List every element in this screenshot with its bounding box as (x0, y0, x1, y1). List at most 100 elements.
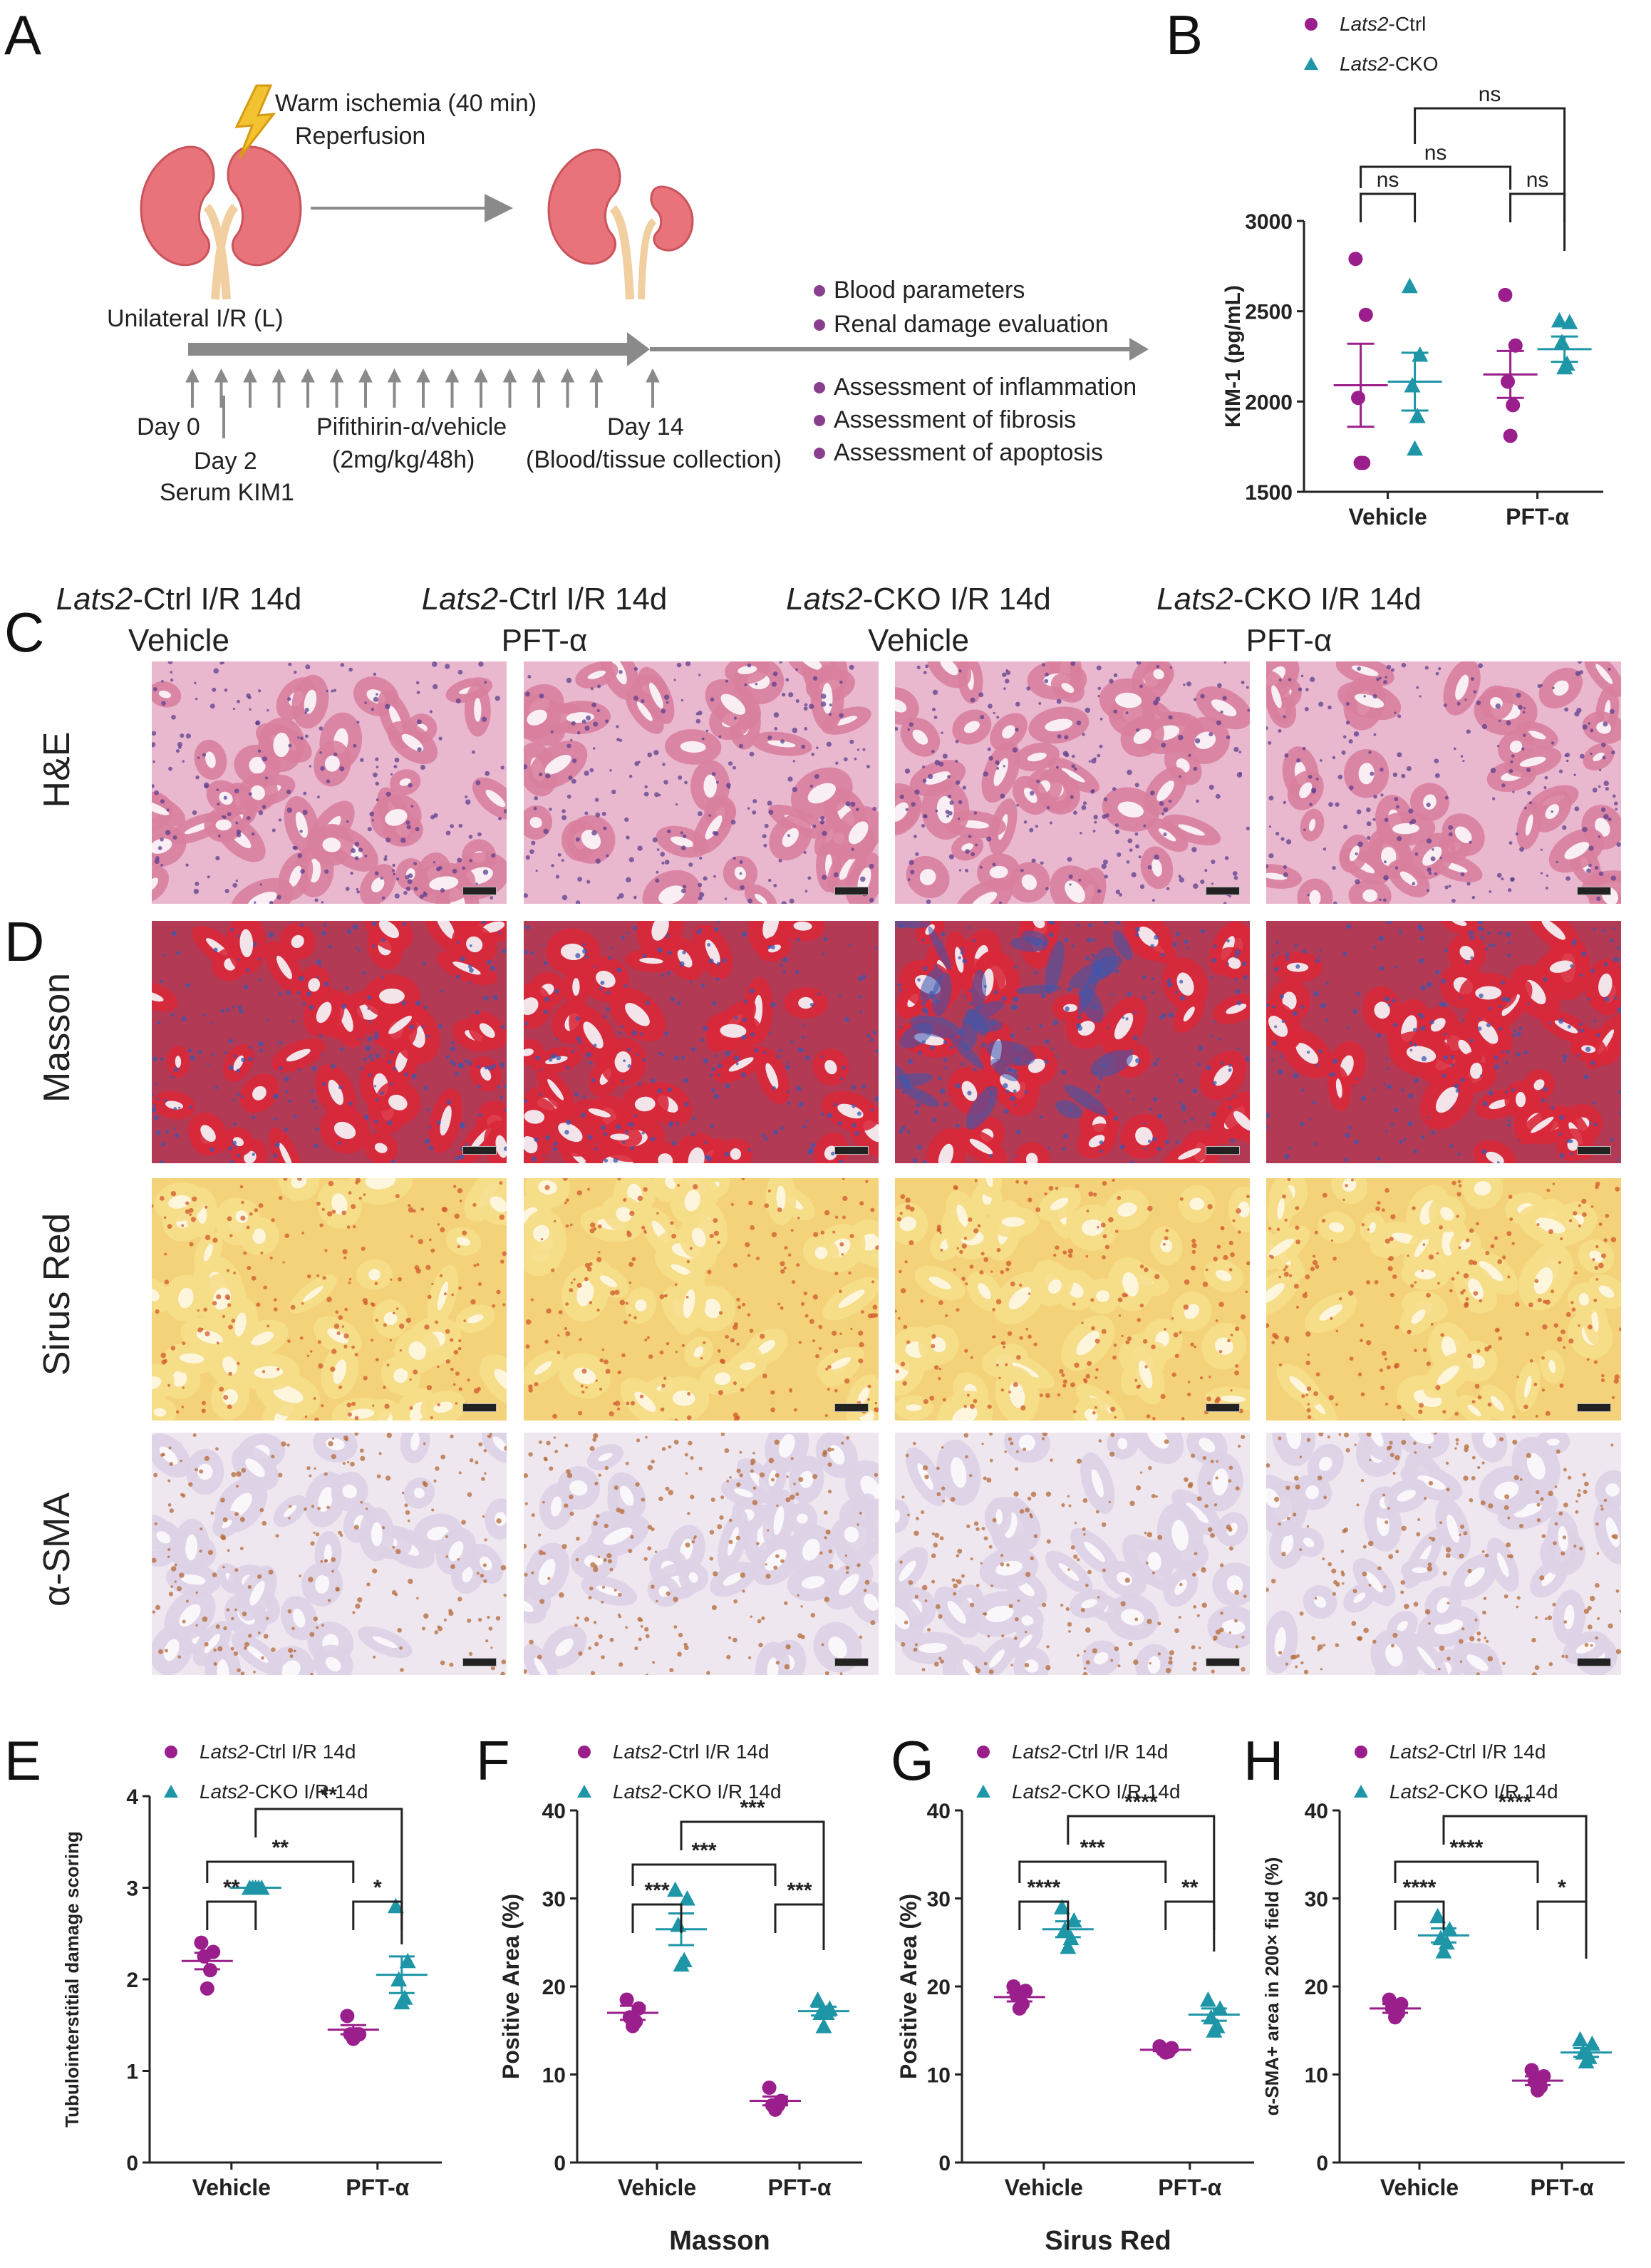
legend-marker (164, 1785, 178, 1798)
y-tick-label: 10 (542, 2064, 566, 2088)
histology-image-sma-2 (524, 1433, 879, 1675)
dose-label: (2mg/kg/48h) (332, 446, 475, 473)
significance-label: * (1558, 1876, 1566, 1900)
outcome-2: Renal damage evaluation (834, 311, 1109, 338)
significance-label: ** (223, 1876, 240, 1900)
data-point (390, 1971, 408, 1986)
legend-marker (578, 1746, 591, 1758)
outcome-bullet (814, 415, 825, 426)
significance-bracket: **** (1394, 1876, 1445, 1930)
ischemia-label: Warm ischemia (40 min) (275, 90, 537, 117)
y-tick-label: 40 (1305, 1800, 1328, 1823)
y-tick-label: 20 (927, 1976, 951, 1999)
y-tick-label: 10 (1305, 2064, 1328, 2088)
panel-letter-d: D (4, 910, 45, 973)
legend-marker (1304, 57, 1318, 70)
drug-label: Pifithirin-α/vehicle (316, 413, 507, 440)
legend-label: Lats2-Ctrl (1340, 13, 1426, 35)
outcome-4: Assessment of fibrosis (834, 406, 1077, 433)
data-point (1553, 334, 1570, 349)
column-header-3: Lats2-CKO I/R 14d Vehicle (786, 582, 1051, 658)
legend: Lats2-Ctrl I/R 14d Lats2-CKO I/R 14d (976, 1741, 1181, 1803)
collection-label: (Blood/tissue collection) (526, 446, 782, 473)
significance-bracket: ** (1164, 1876, 1216, 1930)
data-point (673, 1956, 690, 1972)
y-tick-label: 30 (927, 1888, 951, 1912)
histology-image-sma-1 (152, 1433, 507, 1675)
data-point (1556, 359, 1573, 375)
significance-bracket: ns (1509, 168, 1566, 222)
chart-e-damage-score: Lats2-Ctrl I/R 14d Lats2-CKO I/R 14d 0 1 2 3 4… (64, 1741, 442, 2200)
serum-label: Serum KIM1 (160, 479, 294, 506)
data-point (1407, 440, 1424, 456)
data-point (670, 1917, 687, 1932)
y-axis-label: Tubulointerstitial damage scoring (64, 1831, 83, 2128)
legend-label: Lats2-CKO I/R 14d (1012, 1780, 1181, 1803)
significance-label: * (373, 1876, 382, 1900)
injection-arrow (560, 368, 575, 408)
significance-label: ns (1479, 83, 1501, 106)
data-point (1358, 307, 1373, 322)
legend-marker (976, 1785, 990, 1798)
row-label-asma: α-SMA (36, 1492, 78, 1607)
significance-label: *** (1080, 1836, 1105, 1860)
data-point (387, 1897, 404, 1914)
data-point (1404, 377, 1421, 393)
significance-label: *** (740, 1796, 765, 1820)
data-point (1501, 374, 1515, 389)
legend-marker (577, 1785, 591, 1798)
legend-marker (977, 1746, 990, 1758)
column-header-2: Lats2-Ctrl I/R 14d PFT-α (421, 582, 668, 658)
significance-bracket: * (1536, 1876, 1588, 1930)
significance-bracket: *** (1018, 1836, 1167, 1883)
significance-label: **** (1450, 1836, 1484, 1860)
histology-image-sirius-1 (152, 1178, 507, 1421)
legend: Lats2-Ctrl I/R 14d Lats2-CKO I/R 14d (164, 1741, 368, 1803)
data-point (1524, 2063, 1539, 2078)
chart-g-sirius: Lats2-Ctrl I/R 14d Lats2-CKO I/R 14d 0 10 20… (898, 1741, 1254, 2256)
significance-label: ** (321, 1783, 338, 1807)
data-point (1012, 2001, 1027, 2016)
panel-a-graphic (140, 84, 1149, 459)
histology-image-sma-4 (1266, 1433, 1621, 1675)
y-tick-label: 3 (126, 1877, 138, 1901)
significance-bracket: *** (631, 1879, 683, 1933)
scale-bar (1206, 887, 1240, 895)
data-point (194, 1935, 209, 1950)
legend-label: Lats2-CKO I/R 14d (200, 1780, 368, 1803)
day14-label: Day 14 (607, 413, 684, 440)
significance-bracket: ** (206, 1836, 355, 1883)
chart-f-masson: Lats2-Ctrl I/R 14d Lats2-CKO I/R 14d 0 10 20… (498, 1741, 862, 2256)
scale-bar (834, 1403, 869, 1412)
scale-bar (462, 1146, 497, 1155)
histology-image-masson-1 (152, 921, 507, 1163)
scale-bar (1577, 887, 1611, 895)
y-axis-label: α-SMA+ area in 200× field (%) (1261, 1857, 1283, 2116)
significance-bracket: ns (1360, 168, 1417, 222)
y-tick-label: 40 (927, 1800, 951, 1823)
x-tick-label: PFT-α (346, 2175, 409, 2200)
y-tick-label: 30 (542, 1888, 566, 1912)
histology-image-he-3 (895, 661, 1250, 904)
data-point (1401, 277, 1418, 294)
data-point (1561, 314, 1578, 329)
injection-arrow (301, 368, 315, 408)
data-point (809, 1991, 827, 2007)
data-point (1053, 1899, 1070, 1914)
outcome-bullet (814, 319, 825, 331)
y-tick-label: 1500 (1245, 481, 1293, 505)
data-point (815, 2018, 832, 2034)
injection-arrow (329, 368, 344, 408)
histology-image-he-2 (524, 661, 879, 904)
chart-b-kim1: Lats2-Ctrl Lats2-CKO 1500 2000 2500 3000 Vehic… (1221, 13, 1603, 530)
histology-image-sirius-2 (524, 1178, 879, 1421)
significance-bracket: **** (1442, 1790, 1588, 1959)
legend-label: Lats2-Ctrl I/R 14d (613, 1741, 769, 1763)
reperfusion-label: Reperfusion (295, 123, 426, 150)
data-point (1348, 252, 1363, 267)
scale-bar (462, 887, 497, 895)
scale-bar (462, 1658, 497, 1666)
injection-arrow (185, 368, 200, 408)
significance-label: ** (272, 1836, 289, 1860)
legend: Lats2-Ctrl I/R 14d Lats2-CKO I/R 14d (577, 1741, 782, 1803)
